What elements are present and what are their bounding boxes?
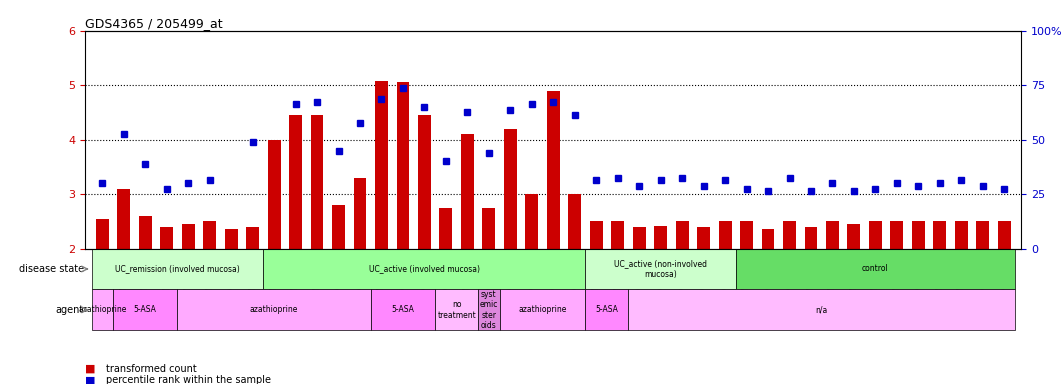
- Text: n/a: n/a: [816, 305, 828, 314]
- FancyBboxPatch shape: [92, 290, 113, 330]
- FancyBboxPatch shape: [370, 290, 435, 330]
- Bar: [138, 216, 152, 248]
- FancyBboxPatch shape: [435, 290, 478, 330]
- Bar: [783, 221, 796, 248]
- Bar: [826, 221, 838, 248]
- Bar: [332, 205, 345, 248]
- Bar: [526, 194, 538, 248]
- Bar: [804, 227, 817, 248]
- Text: percentile rank within the sample: percentile rank within the sample: [106, 375, 271, 384]
- Bar: [762, 230, 775, 248]
- Bar: [353, 178, 366, 248]
- Text: azathioprine: azathioprine: [250, 305, 298, 314]
- Bar: [117, 189, 130, 248]
- Text: transformed count: transformed count: [106, 364, 197, 374]
- FancyBboxPatch shape: [178, 290, 370, 330]
- Bar: [611, 221, 625, 248]
- Bar: [718, 221, 732, 248]
- Bar: [589, 221, 602, 248]
- Text: control: control: [862, 265, 888, 273]
- FancyBboxPatch shape: [585, 248, 736, 290]
- Bar: [676, 221, 688, 248]
- Bar: [654, 226, 667, 248]
- Bar: [268, 140, 281, 248]
- Bar: [289, 115, 302, 248]
- Text: disease state: disease state: [19, 264, 84, 274]
- Text: 5-ASA: 5-ASA: [392, 305, 414, 314]
- FancyBboxPatch shape: [264, 248, 585, 290]
- Text: ■: ■: [85, 364, 96, 374]
- Bar: [397, 83, 410, 248]
- Text: 5-ASA: 5-ASA: [134, 305, 156, 314]
- Bar: [697, 227, 710, 248]
- Bar: [203, 221, 216, 248]
- Bar: [161, 227, 173, 248]
- Bar: [311, 115, 323, 248]
- Text: syst
emic
ster
oids: syst emic ster oids: [480, 290, 498, 330]
- Bar: [225, 230, 237, 248]
- FancyBboxPatch shape: [585, 290, 629, 330]
- FancyBboxPatch shape: [92, 248, 264, 290]
- Bar: [869, 221, 882, 248]
- FancyBboxPatch shape: [500, 290, 585, 330]
- FancyBboxPatch shape: [736, 248, 1015, 290]
- FancyBboxPatch shape: [113, 290, 178, 330]
- Bar: [848, 224, 861, 248]
- Text: UC_active (non-involved
mucosa): UC_active (non-involved mucosa): [614, 259, 708, 279]
- Bar: [482, 208, 496, 248]
- Bar: [439, 208, 452, 248]
- Bar: [547, 91, 560, 248]
- Text: 5-ASA: 5-ASA: [596, 305, 618, 314]
- Bar: [977, 221, 990, 248]
- Text: azathioprine: azathioprine: [78, 305, 127, 314]
- FancyBboxPatch shape: [478, 290, 500, 330]
- Text: UC_active (involved mucosa): UC_active (involved mucosa): [369, 265, 480, 273]
- Text: azathioprine: azathioprine: [518, 305, 567, 314]
- Bar: [633, 227, 646, 248]
- Bar: [933, 221, 946, 248]
- Bar: [504, 129, 517, 248]
- Text: ■: ■: [85, 375, 96, 384]
- Bar: [375, 81, 388, 248]
- Bar: [741, 221, 753, 248]
- FancyBboxPatch shape: [629, 290, 1015, 330]
- Bar: [246, 227, 259, 248]
- Bar: [998, 221, 1011, 248]
- Bar: [461, 134, 473, 248]
- Text: no
treatment: no treatment: [437, 300, 476, 319]
- Text: UC_remission (involved mucosa): UC_remission (involved mucosa): [115, 265, 239, 273]
- Bar: [568, 194, 581, 248]
- Bar: [418, 115, 431, 248]
- Bar: [96, 218, 109, 248]
- Bar: [954, 221, 968, 248]
- Text: agent: agent: [55, 305, 84, 315]
- Bar: [912, 221, 925, 248]
- Bar: [891, 221, 903, 248]
- Text: GDS4365 / 205499_at: GDS4365 / 205499_at: [85, 17, 222, 30]
- Bar: [182, 224, 195, 248]
